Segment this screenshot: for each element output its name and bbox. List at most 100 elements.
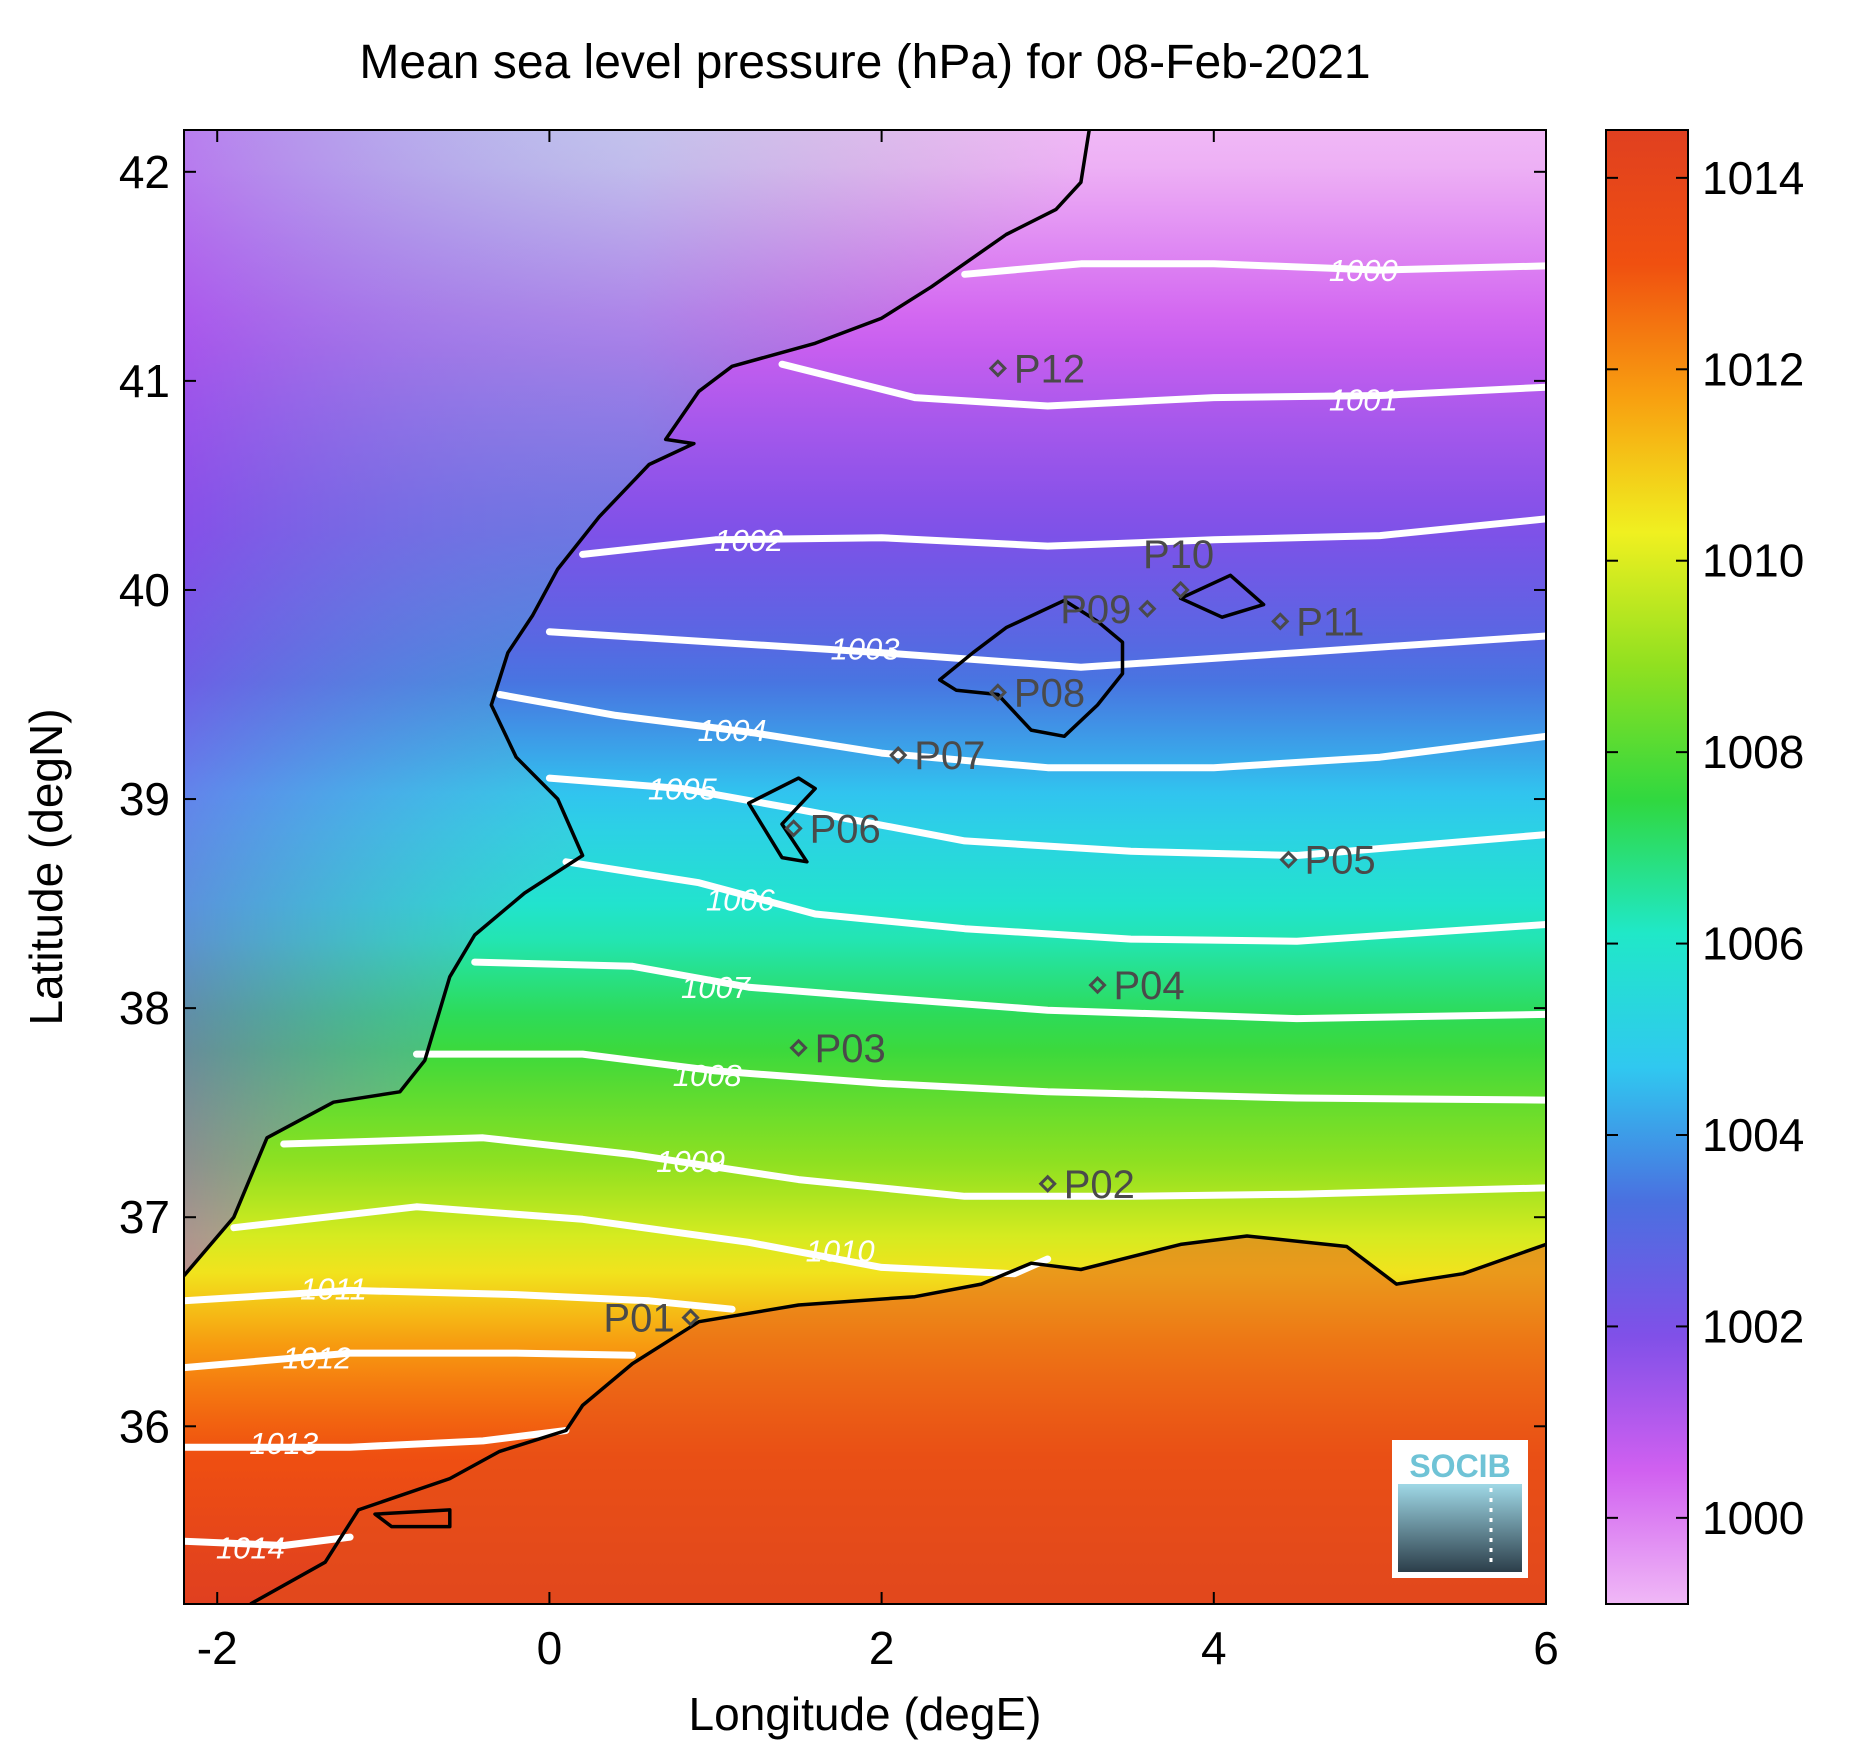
- isobar-1002: [579, 515, 1546, 558]
- isobar-1014: [184, 1533, 354, 1549]
- iberia-land-shading: [184, 130, 1090, 1276]
- x-axis-label: Longitude (degE): [689, 1688, 1042, 1740]
- isobar-label-1010: 1010: [806, 1234, 875, 1269]
- isobar-label-1004: 1004: [698, 713, 767, 748]
- station-label-p10: P10: [1143, 533, 1214, 577]
- isobar-label-1005: 1005: [648, 772, 718, 807]
- isobar-1007: [471, 958, 1546, 1023]
- logo-text: SOCIB: [1409, 1448, 1510, 1484]
- isobar-1000: [961, 260, 1546, 278]
- north-africa-land-shading: [250, 1236, 1546, 1604]
- isobar-label-1013: 1013: [249, 1426, 318, 1461]
- station-label-p09: P09: [1060, 588, 1131, 632]
- station-label-p05: P05: [1305, 839, 1376, 883]
- colorbar-tick-label: 1010: [1702, 535, 1804, 587]
- station-marker-p08: [988, 683, 1008, 702]
- station-marker-p12: [988, 359, 1008, 378]
- isobar-label-1002: 1002: [714, 523, 783, 558]
- station-label-p11: P11: [1296, 600, 1364, 644]
- station-marker-p09: [1138, 599, 1157, 618]
- isobar-1005: [545, 774, 1546, 859]
- station-marker-p01: [681, 1308, 700, 1327]
- station-label-p01: P01: [603, 1297, 674, 1341]
- coast-ibiza: [746, 776, 817, 864]
- isobar-1008: [413, 1050, 1546, 1104]
- x-tick-label: 6: [1533, 1622, 1559, 1674]
- colorbar-tick-label: 1008: [1702, 726, 1804, 778]
- station-label-p03: P03: [815, 1027, 886, 1071]
- isobar-1001: [778, 360, 1546, 410]
- colorbar-tick-label: 1006: [1702, 918, 1804, 970]
- isobar-label-1001: 1001: [1329, 383, 1398, 418]
- y-tick-label: 42: [119, 146, 170, 198]
- y-axis-ticks: 36 37 38 39 40 41 42: [119, 146, 1546, 1452]
- colorbar-tick-label: 1014: [1702, 152, 1804, 204]
- x-tick-label: 0: [537, 1622, 563, 1674]
- coast-menorca: [1178, 573, 1266, 619]
- station-markers: P01 P02 P03 P04 P05 P06 P07 P08 P09 P10 P11 P12: [603, 347, 1375, 1340]
- y-axis-label: Latitude (degN): [20, 708, 72, 1025]
- station-marker-p05: [1279, 850, 1298, 869]
- isobar-label-1007: 1007: [681, 970, 752, 1005]
- y-tick-label: 40: [119, 564, 170, 616]
- station-marker-p04: [1088, 976, 1107, 995]
- isobar-label-1014: 1014: [216, 1531, 285, 1566]
- y-tick-label: 37: [119, 1191, 170, 1243]
- colorbar-ticks: 1000 1002 1004 1006 1008 1010 1012 1014: [1606, 152, 1804, 1544]
- x-tick-label: -2: [197, 1622, 238, 1674]
- colorbar-tick-label: 1000: [1702, 1492, 1804, 1544]
- isobar-1010: [230, 1203, 1052, 1278]
- isobar-label-1012: 1012: [282, 1340, 351, 1375]
- coast-alboran-islet: [373, 1508, 452, 1529]
- plot-frame: [183, 129, 1547, 1605]
- station-label-p06: P06: [810, 807, 881, 851]
- station-label-p07: P07: [914, 734, 985, 778]
- colorbar: 1000 1002 1004 1006 1008 1010 1012 1014: [1605, 129, 1804, 1605]
- map-title: Mean sea level pressure (hPa) for 08-Feb…: [359, 36, 1370, 89]
- colorbar-tick-label: 1004: [1702, 1109, 1804, 1161]
- station-marker-p10: [1171, 580, 1190, 600]
- isobar-label-1003: 1003: [831, 632, 900, 667]
- colorbar-tick-label: 1002: [1702, 1300, 1804, 1352]
- x-tick-label: 2: [869, 1622, 895, 1674]
- coastlines: [184, 130, 1546, 1604]
- station-label-p02: P02: [1064, 1163, 1135, 1207]
- map-plot-area: 1000 1001 1002 1003 1004 1005 1006 1007 1008 1009…: [184, 130, 1546, 1604]
- y-tick-label: 41: [119, 355, 170, 407]
- station-label-p08: P08: [1014, 671, 1085, 715]
- colorbar-scale: [1605, 129, 1689, 1605]
- coast-north-africa: [249, 1234, 1546, 1604]
- isobar-1012: [184, 1349, 636, 1372]
- colorbar-tick-label: 1012: [1702, 343, 1804, 395]
- isobar-label-1011: 1011: [300, 1271, 367, 1306]
- station-marker-p07: [889, 746, 908, 765]
- coast-mallorca: [937, 598, 1125, 739]
- x-tick-label: 4: [1201, 1622, 1227, 1674]
- x-axis-ticks: -2 0 2 4 6: [197, 130, 1559, 1674]
- station-marker-p02: [1038, 1174, 1057, 1193]
- y-tick-label: 36: [119, 1400, 170, 1452]
- isobar-contours: 1000 1001 1002 1003 1004 1005 1006 1007 1008 1009…: [184, 253, 1546, 1566]
- isobar-1003: [545, 628, 1546, 671]
- isobar-1013: [184, 1427, 570, 1451]
- isobar-label-1000: 1000: [1329, 253, 1398, 288]
- station-marker-p06: [784, 819, 803, 838]
- station-label-p04: P04: [1114, 964, 1185, 1008]
- isobar-1011: [184, 1286, 736, 1313]
- station-marker-p03: [789, 1038, 808, 1057]
- isobar-label-1008: 1008: [673, 1058, 743, 1093]
- station-label-p12: P12: [1014, 347, 1085, 391]
- isobar-1004: [496, 691, 1546, 772]
- isobar-label-1006: 1006: [706, 882, 776, 917]
- y-tick-label: 39: [119, 773, 170, 825]
- y-tick-label: 38: [119, 982, 170, 1034]
- socib-logo: SOCIB: [1392, 1440, 1528, 1578]
- logo-gradient: [1398, 1484, 1522, 1572]
- isobar-1006: [562, 858, 1546, 945]
- isobar-label-1009: 1009: [656, 1144, 725, 1179]
- station-marker-p11: [1271, 612, 1290, 631]
- isobar-1009: [280, 1134, 1546, 1200]
- coast-iberia: [184, 130, 1091, 1277]
